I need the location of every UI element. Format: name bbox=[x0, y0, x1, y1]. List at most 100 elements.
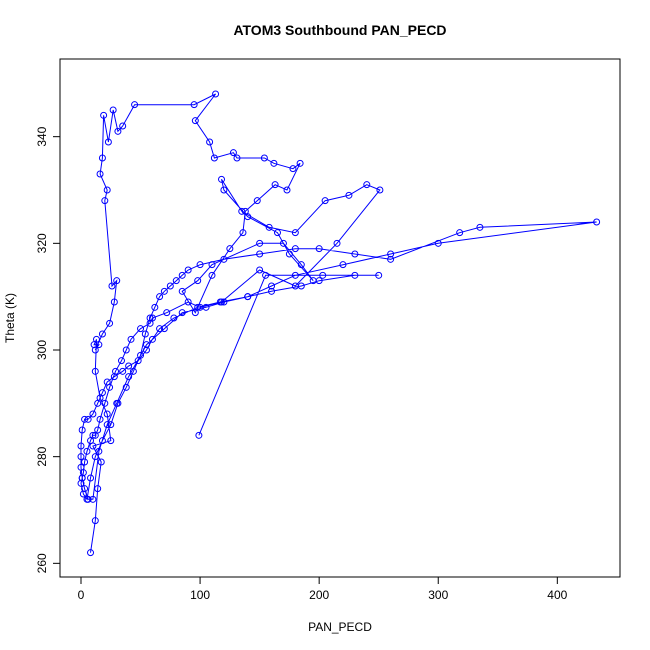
data-point bbox=[142, 341, 150, 349]
data-point bbox=[106, 319, 114, 327]
data-point bbox=[256, 266, 264, 274]
data-point bbox=[77, 453, 85, 461]
data-point bbox=[125, 362, 133, 370]
data-point bbox=[113, 399, 121, 407]
x-tick-label: 300 bbox=[428, 588, 448, 602]
data-point bbox=[117, 357, 125, 365]
data-point bbox=[160, 287, 168, 295]
data-point bbox=[170, 314, 178, 322]
data-point bbox=[122, 346, 130, 354]
data-point bbox=[226, 245, 234, 253]
series-lines bbox=[80, 93, 597, 553]
data-point bbox=[98, 389, 106, 397]
data-point bbox=[253, 197, 261, 205]
data-point bbox=[456, 229, 464, 237]
data-point bbox=[351, 250, 359, 258]
data-point bbox=[134, 357, 142, 365]
x-axis: 0 100 200 300 400 bbox=[78, 576, 568, 602]
data-point bbox=[103, 378, 111, 386]
data-point bbox=[202, 303, 210, 311]
data-point bbox=[256, 250, 264, 258]
data-point bbox=[131, 101, 139, 109]
x-tick-label: 200 bbox=[309, 588, 329, 602]
data-point bbox=[95, 447, 103, 455]
data-point bbox=[262, 271, 270, 279]
data-point bbox=[81, 415, 89, 423]
data-point bbox=[229, 149, 237, 157]
data-point bbox=[289, 165, 297, 173]
data-point bbox=[98, 330, 106, 338]
data-point bbox=[87, 549, 95, 557]
data-point bbox=[91, 431, 99, 439]
data-point bbox=[387, 255, 395, 263]
data-point bbox=[315, 245, 323, 253]
data-point bbox=[84, 495, 92, 503]
data-point bbox=[129, 367, 137, 375]
data-point bbox=[87, 437, 95, 445]
data-point bbox=[114, 127, 122, 135]
data-point bbox=[104, 138, 112, 146]
y-tick-label: 280 bbox=[35, 446, 49, 466]
chart-title: ATOM3 Southbound PAN_PECD bbox=[233, 22, 446, 38]
data-point bbox=[122, 383, 130, 391]
data-point bbox=[109, 106, 117, 114]
y-tick-label: 260 bbox=[35, 553, 49, 573]
data-point bbox=[265, 223, 273, 231]
data-point bbox=[172, 277, 180, 285]
x-tick-label: 400 bbox=[547, 588, 567, 602]
data-point bbox=[256, 239, 264, 247]
data-point bbox=[178, 271, 186, 279]
data-point bbox=[238, 207, 246, 215]
data-point bbox=[333, 239, 341, 247]
data-point bbox=[593, 218, 601, 226]
x-tick-label: 100 bbox=[190, 588, 210, 602]
data-point bbox=[208, 261, 216, 269]
data-point bbox=[244, 293, 252, 301]
data-point bbox=[119, 367, 127, 375]
data-point bbox=[270, 159, 278, 167]
data-point bbox=[244, 213, 252, 221]
data-point bbox=[94, 485, 102, 493]
data-point bbox=[108, 282, 116, 290]
data-point bbox=[166, 282, 174, 290]
data-point bbox=[103, 186, 111, 194]
data-point bbox=[208, 271, 216, 279]
data-point bbox=[210, 154, 218, 162]
data-point bbox=[184, 266, 192, 274]
data-point bbox=[84, 415, 92, 423]
data-point bbox=[194, 303, 202, 311]
data-point bbox=[220, 186, 228, 194]
data-point bbox=[100, 111, 108, 119]
data-point bbox=[127, 335, 135, 343]
data-point bbox=[101, 197, 109, 205]
data-point bbox=[345, 191, 353, 199]
data-point bbox=[91, 367, 99, 375]
data-point bbox=[351, 271, 359, 279]
data-point bbox=[96, 170, 104, 178]
data-point bbox=[260, 154, 268, 162]
data-point bbox=[87, 474, 95, 482]
data-point bbox=[91, 453, 99, 461]
plot-area-border bbox=[59, 58, 621, 578]
data-point bbox=[297, 282, 305, 290]
y-tick-label: 300 bbox=[35, 340, 49, 360]
y-tick-label: 340 bbox=[35, 126, 49, 146]
data-point bbox=[434, 239, 442, 247]
data-point bbox=[195, 431, 203, 439]
data-point bbox=[271, 181, 279, 189]
data-point bbox=[163, 309, 171, 317]
data-point bbox=[206, 138, 214, 146]
data-point bbox=[194, 277, 202, 285]
data-point bbox=[83, 447, 91, 455]
data-point bbox=[96, 415, 104, 423]
data-point bbox=[78, 474, 86, 482]
data-point bbox=[91, 346, 99, 354]
data-point bbox=[339, 261, 347, 269]
data-point bbox=[110, 373, 118, 381]
data-point bbox=[296, 159, 304, 167]
data-point bbox=[137, 325, 145, 333]
data-point bbox=[81, 485, 89, 493]
data-point bbox=[91, 517, 99, 525]
